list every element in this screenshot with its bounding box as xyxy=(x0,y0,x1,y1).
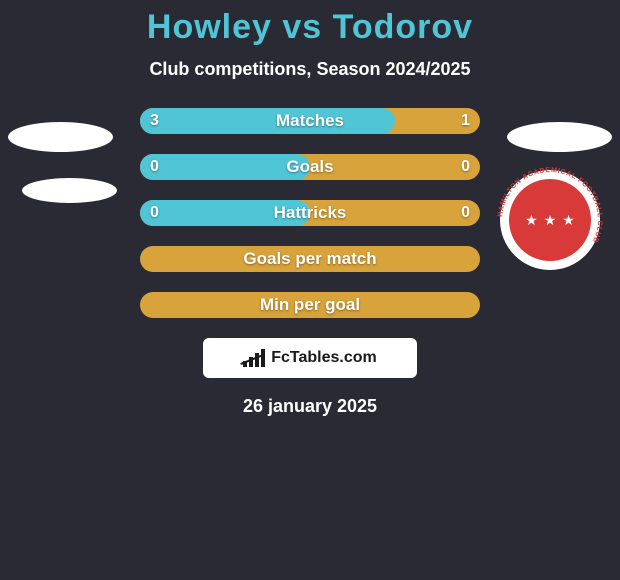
bar-label: Min per goal xyxy=(140,292,480,318)
star-icon: ★ xyxy=(544,212,557,229)
site-name: FcTables.com xyxy=(271,349,377,367)
bar-value-right: 1 xyxy=(461,108,470,134)
subtitle: Club competitions, Season 2024/2025 xyxy=(0,59,620,80)
star-icon: ★ xyxy=(525,212,538,229)
bar-value-right: 0 xyxy=(461,200,470,226)
bar-label: Matches xyxy=(140,108,480,134)
snapshot-date: 26 january 2025 xyxy=(0,396,620,417)
bar-row-goals: 0 Goals 0 xyxy=(140,154,480,180)
bar-label: Goals per match xyxy=(140,246,480,272)
bar-value-right: 0 xyxy=(461,154,470,180)
star-icon: ★ xyxy=(562,212,575,229)
player-right-avatar xyxy=(507,122,612,152)
bar-row-min-per-goal: Min per goal xyxy=(140,292,480,318)
club-badge: HAMILTON ACADEMICAL FOOTBALL CLUB ★ ★ ★ xyxy=(500,170,600,270)
player-left-avatar xyxy=(8,122,113,152)
club-badge-inner: ★ ★ ★ xyxy=(509,179,591,261)
site-attribution: FcTables.com xyxy=(203,338,417,378)
bar-row-matches: 3 Matches 1 xyxy=(140,108,480,134)
bar-label: Goals xyxy=(140,154,480,180)
page-title: Howley vs Todorov xyxy=(0,0,620,47)
bar-row-goals-per-match: Goals per match xyxy=(140,246,480,272)
bar-row-hattricks: 0 Hattricks 0 xyxy=(140,200,480,226)
bar-label: Hattricks xyxy=(140,200,480,226)
barchart-icon xyxy=(243,349,265,367)
club-badge-stars: ★ ★ ★ xyxy=(525,212,575,229)
player-left-club-avatar xyxy=(22,178,117,203)
